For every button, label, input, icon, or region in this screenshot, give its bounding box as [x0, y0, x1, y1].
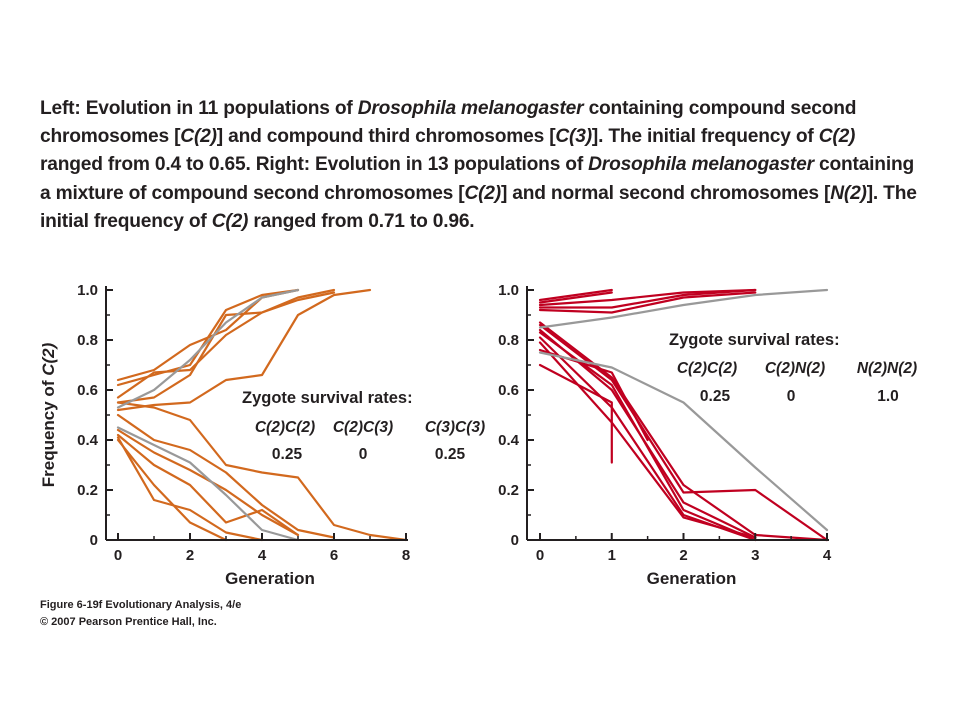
caption-run: containing a mixture of compound second … — [40, 154, 914, 204]
x-tick-label: 1 — [608, 547, 616, 564]
observed-series-line — [116, 291, 336, 399]
x-tick-label: 0 — [114, 547, 122, 564]
x-tick-label: 0 — [536, 547, 544, 564]
x-tick-label: 3 — [751, 547, 759, 564]
predicted-series-line — [116, 288, 300, 409]
x-axis-title: Generation — [647, 569, 737, 588]
y-tick-label: 0 — [511, 532, 519, 549]
x-tick-label: 6 — [330, 547, 338, 564]
observed-series-line — [116, 433, 300, 537]
x-tick-label: 8 — [402, 547, 410, 564]
predicted-series-line — [538, 351, 829, 532]
x-tick-label: 2 — [679, 547, 687, 564]
caption-run: C(2) — [211, 210, 249, 232]
survival-rate-value: 0.25 — [272, 446, 303, 463]
observed-series-line — [538, 363, 613, 464]
zygote-survival-title: Zygote survival rates: — [669, 331, 840, 349]
genotype-label: N(2)N(2) — [857, 360, 917, 377]
y-axis-title-text: Frequency of — [39, 376, 58, 487]
y-tick-label: 0 — [90, 532, 98, 549]
series-group — [116, 288, 408, 542]
observed-series-line — [538, 321, 829, 542]
observed-series-line — [116, 438, 228, 542]
observed-series-line — [116, 288, 336, 404]
zygote-survival-annotation: Zygote survival rates: C(2)C(2) C(2)N(2) N(… — [669, 331, 917, 405]
observed-series-line — [116, 288, 300, 382]
genotype-label: C(2)C(2) — [677, 360, 737, 377]
copyright-line: © 2007 Pearson Prentice Hall, Inc. — [40, 616, 217, 628]
caption-run: Left: Evolution in 11 populations of — [40, 98, 358, 119]
caption-run: C(2) — [818, 126, 856, 148]
y-axis-title-italic: C(2) — [39, 342, 58, 375]
observed-series-line — [538, 341, 757, 539]
x-tick-label: 2 — [186, 547, 194, 564]
zygote-survival-title: Zygote survival rates: — [242, 389, 413, 407]
survival-rate-value: 0.25 — [700, 388, 731, 405]
figure-caption: Left: Evolution in 11 populations of Dro… — [40, 95, 920, 236]
caption-run: ]. The initial frequency of — [591, 126, 819, 148]
observed-series-line — [538, 288, 757, 309]
caption-run: Drosophila melanogaster — [357, 98, 584, 119]
observed-series-line — [116, 288, 372, 412]
survival-rate-value: 0 — [359, 446, 368, 463]
genotype-label: C(2)C(2) — [255, 419, 315, 436]
right-chart: 0 0.2 0.4 0.6 0.8 1.0 0 1 2 3 4 Generation Zygote su… — [498, 282, 917, 588]
y-tick-label: 0.8 — [77, 332, 98, 349]
y-tick-label: 0.4 — [77, 432, 99, 449]
series-group — [538, 288, 829, 542]
caption-run: N(2) — [830, 182, 867, 204]
observed-series-line — [116, 401, 408, 542]
caption-run: ranged from 0.71 to 0.96. — [248, 210, 475, 232]
caption-run: ranged from 0.4 to 0.65. Right: Evolutio… — [40, 154, 589, 176]
observed-series-line — [538, 331, 757, 542]
survival-rate-value: 0.25 — [435, 446, 466, 463]
predicted-series-line — [538, 288, 829, 329]
y-tick-label: 0.2 — [498, 482, 519, 499]
x-axis-title: Generation — [225, 569, 315, 588]
caption-run: ]. The initial frequency of — [40, 182, 917, 232]
zygote-survival-annotation: Zygote survival rates: C(2)C(2) C(2)C(3) C(… — [242, 389, 485, 463]
observed-series-line — [538, 323, 829, 542]
observed-series-line — [538, 291, 613, 304]
observed-series-line — [116, 413, 336, 539]
survival-rate-value: 1.0 — [877, 388, 899, 405]
y-tick-label: 0.6 — [77, 382, 98, 399]
figure-credit-line: Figure 6-19f Evolutionary Analysis, 4/e — [40, 599, 242, 611]
caption-run: C(3) — [555, 126, 592, 148]
genotype-label: C(2)N(2) — [765, 360, 825, 377]
caption-run: ] and normal second chromosomes [ — [500, 182, 831, 204]
observed-series-line — [116, 436, 264, 542]
caption-run: C(2) — [464, 182, 501, 204]
y-tick-label: 0.2 — [77, 482, 98, 499]
caption-run: containing compound second chromosomes [ — [40, 98, 857, 148]
y-tick-label: 1.0 — [77, 282, 98, 299]
caption-run: Drosophila melanogaster — [588, 154, 814, 176]
observed-series-line — [538, 288, 613, 302]
y-tick-label: 1.0 — [498, 282, 519, 299]
x-tick-label: 4 — [258, 547, 267, 564]
observed-series-line — [116, 288, 300, 387]
figure-credit: Figure 6-19f Evolutionary Analysis, 4/e … — [40, 597, 241, 631]
predicted-series-line — [116, 426, 300, 542]
y-tick-label: 0.4 — [498, 432, 520, 449]
x-tick-label: 4 — [823, 547, 832, 564]
genotype-label: C(2)C(3) — [333, 419, 393, 436]
y-tick-label: 0.8 — [498, 332, 519, 349]
observed-series-line — [538, 288, 757, 307]
genotype-label: C(3)C(3) — [425, 419, 485, 436]
caption-run: ] and compound third chromosomes [ — [216, 126, 556, 148]
survival-rate-value: 0 — [787, 388, 796, 405]
observed-series-line — [538, 291, 757, 314]
y-axis-title: Frequency of C(2) — [39, 342, 58, 487]
y-tick-label: 0.6 — [498, 382, 519, 399]
left-chart: 0 0.2 0.4 0.6 0.8 1.0 0 2 4 6 8 Generation Frequency… — [39, 282, 485, 588]
caption-run: C(2) — [180, 126, 217, 148]
